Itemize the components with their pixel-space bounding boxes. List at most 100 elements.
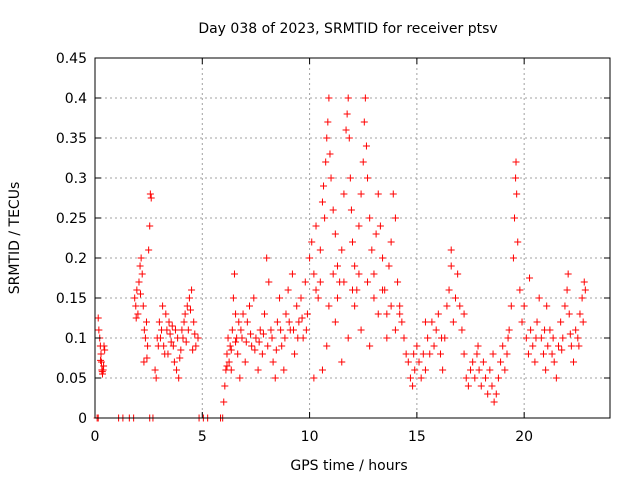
data-point (229, 294, 237, 302)
data-point (447, 246, 455, 254)
data-point (415, 358, 423, 366)
data-point (139, 302, 147, 310)
data-point (484, 390, 492, 398)
data-point (509, 254, 517, 262)
y-tick-label: 0.2 (65, 251, 87, 267)
data-point (269, 358, 277, 366)
data-point (460, 350, 468, 358)
data-point (224, 334, 232, 342)
data-point (402, 350, 410, 358)
data-point (141, 334, 149, 342)
data-point (400, 334, 408, 342)
data-point (298, 314, 306, 322)
data-point (321, 214, 329, 222)
data-point (97, 358, 105, 366)
data-point (329, 270, 337, 278)
data-point (161, 350, 169, 358)
data-point (242, 338, 250, 346)
data-point (417, 374, 425, 382)
data-point (460, 310, 468, 318)
data-point (532, 334, 540, 342)
data-point (576, 310, 584, 318)
data-point (566, 330, 574, 338)
data-point (238, 334, 246, 342)
data-point (428, 318, 436, 326)
data-point (520, 302, 528, 310)
data-point (333, 294, 341, 302)
data-point (94, 314, 102, 322)
data-point (167, 338, 175, 346)
x-axis-label: GPS time / hours (290, 458, 407, 474)
data-point (271, 374, 279, 382)
data-point (360, 118, 368, 126)
data-point (155, 318, 163, 326)
data-point (289, 326, 297, 334)
data-point (572, 326, 580, 334)
data-point (383, 310, 391, 318)
data-point (258, 350, 266, 358)
data-point (486, 366, 494, 374)
data-point (174, 334, 182, 342)
data-point (250, 294, 258, 302)
data-point (178, 326, 186, 334)
data-point (192, 342, 200, 350)
data-point (314, 294, 322, 302)
data-point (383, 334, 391, 342)
data-point (482, 374, 490, 382)
data-point (374, 310, 382, 318)
data-point (189, 346, 197, 354)
y-tick-label: 0.15 (56, 291, 87, 307)
data-point (223, 362, 231, 370)
data-point (501, 366, 509, 374)
data-point (318, 198, 326, 206)
data-point (230, 270, 238, 278)
data-point (100, 342, 108, 350)
data-point (355, 222, 363, 230)
data-point (364, 174, 372, 182)
data-point (331, 230, 339, 238)
data-point (512, 174, 520, 182)
data-point (449, 318, 457, 326)
data-point (252, 334, 260, 342)
data-point (343, 110, 351, 118)
data-point (100, 362, 108, 370)
data-point (310, 374, 318, 382)
data-point (136, 290, 144, 298)
data-point (225, 358, 233, 366)
data-point (308, 238, 316, 246)
data-point (340, 278, 348, 286)
data-point (226, 342, 234, 350)
data-point (276, 294, 284, 302)
y-tick-label: 0.4 (65, 91, 87, 107)
y-tick-label: 0.05 (56, 371, 87, 387)
data-point (261, 310, 269, 318)
data-point (557, 318, 565, 326)
data-point (575, 342, 583, 350)
data-point (241, 358, 249, 366)
data-point (467, 366, 475, 374)
data-point (366, 214, 374, 222)
data-point (285, 318, 293, 326)
data-point (264, 342, 272, 350)
data-point (295, 318, 303, 326)
data-point (391, 326, 399, 334)
data-point (443, 302, 451, 310)
data-point (316, 278, 324, 286)
data-point (559, 334, 567, 342)
data-point (529, 342, 537, 350)
data-point (564, 270, 572, 278)
data-point (239, 310, 247, 318)
data-point (580, 278, 588, 286)
data-point (190, 318, 198, 326)
data-point (522, 334, 530, 342)
data-point (312, 222, 320, 230)
data-point (288, 270, 296, 278)
data-point (306, 254, 314, 262)
data-point (227, 346, 235, 354)
data-point (156, 334, 164, 342)
data-point (272, 346, 280, 354)
data-point (445, 286, 453, 294)
data-point (567, 342, 575, 350)
data-point (404, 358, 412, 366)
data-point (277, 326, 285, 334)
